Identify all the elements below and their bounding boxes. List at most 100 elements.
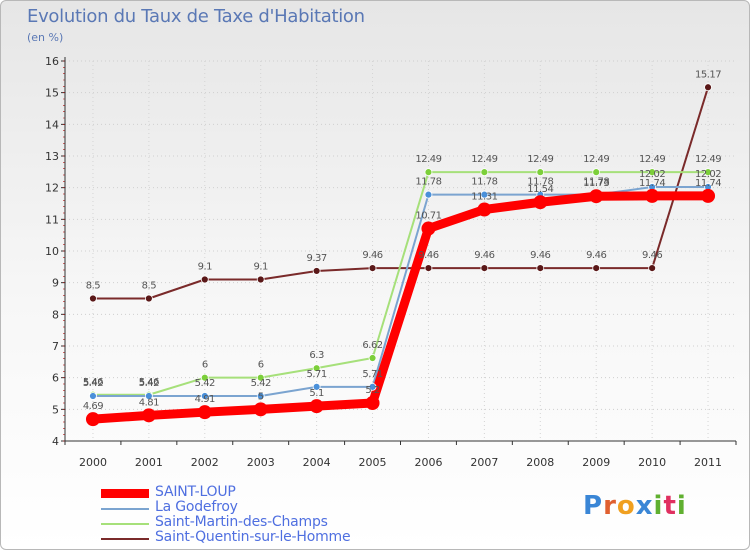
proxiti-logo: Proxiti — [583, 491, 687, 521]
data-label-2: 5.46 — [139, 377, 159, 388]
data-label-2: 6.62 — [362, 340, 382, 351]
data-label-3: 8.5 — [86, 281, 101, 292]
data-label-3: 9.46 — [530, 250, 550, 261]
data-point-2 — [256, 373, 265, 382]
logo-letter: i — [676, 491, 687, 521]
y-tick-label: 14 — [45, 118, 59, 131]
data-label-3: 9.37 — [306, 253, 326, 264]
data-point-3 — [200, 275, 209, 284]
legend-label-saint-loup: SAINT-LOUP — [155, 484, 236, 500]
data-point-0 — [309, 399, 324, 414]
data-point-3 — [592, 264, 601, 273]
data-point-3 — [704, 83, 712, 92]
data-point-2 — [368, 354, 377, 362]
logo-letter: i — [653, 491, 664, 521]
data-label-0: 11.74 — [695, 178, 721, 189]
data-point-1 — [368, 382, 377, 391]
data-point-2 — [592, 168, 601, 177]
logo-letter: t — [663, 491, 677, 521]
logo-letter: x — [635, 491, 654, 521]
legend-label-saint-quentin: Saint-Quentin-sur-le-Homme — [155, 529, 351, 545]
data-label-3: 15.17 — [695, 69, 721, 80]
data-point-1 — [256, 392, 265, 400]
data-point-3 — [144, 294, 153, 303]
y-tick-label: 7 — [52, 340, 59, 353]
data-label-0: 4.81 — [139, 397, 159, 408]
data-point-0 — [85, 412, 100, 427]
x-tick-label: 2001 — [135, 456, 163, 469]
data-point-1 — [480, 190, 489, 199]
x-tick-label: 2009 — [582, 456, 610, 469]
logo-letter: P — [583, 491, 604, 521]
data-label-1: 5.71 — [362, 369, 382, 380]
data-label-0: 11.74 — [639, 178, 665, 189]
data-point-1 — [424, 190, 433, 199]
data-label-2: 6 — [202, 360, 208, 371]
data-label-0: 10.71 — [415, 211, 441, 222]
data-point-0 — [477, 202, 492, 217]
y-tick-label: 6 — [52, 372, 59, 385]
y-tick-label: 4 — [52, 435, 59, 448]
data-point-3 — [648, 264, 657, 273]
data-label-2: 12.49 — [639, 154, 665, 165]
data-point-2 — [424, 168, 433, 177]
data-point-0 — [533, 195, 548, 210]
series-line-2 — [92, 171, 709, 396]
data-point-3 — [424, 264, 433, 273]
data-label-0: 4.91 — [195, 394, 215, 405]
data-label-2: 5.46 — [83, 377, 103, 388]
data-label-0: 11.31 — [471, 192, 497, 203]
x-tick-label: 2004 — [303, 456, 331, 469]
data-point-3 — [256, 275, 265, 284]
legend-swatch-la-godefroy — [101, 508, 149, 510]
data-point-1 — [89, 392, 97, 400]
x-tick-label: 2003 — [247, 456, 275, 469]
legend-swatch-saint-quentin — [101, 538, 149, 540]
data-label-2: 6 — [258, 360, 264, 371]
data-point-3 — [536, 264, 545, 273]
data-point-0 — [645, 188, 660, 203]
data-label-2: 6.3 — [309, 350, 324, 361]
data-label-1: 11.78 — [527, 177, 553, 188]
y-tick-label: 12 — [45, 182, 59, 195]
data-point-0 — [365, 396, 380, 410]
data-point-2 — [480, 168, 489, 177]
data-label-1: 12.02 — [695, 169, 721, 180]
y-tick-label: 5 — [52, 403, 59, 416]
legend-label-la-godefroy: La Godefroy — [155, 499, 238, 515]
data-point-2 — [312, 364, 321, 373]
data-label-3: 9.46 — [474, 250, 494, 261]
data-label-0: 4.69 — [83, 401, 103, 412]
legend-item-la-godefroy: La Godefroy — [101, 499, 401, 516]
data-label-3: 9.1 — [254, 262, 269, 273]
x-tick-label: 2010 — [638, 456, 666, 469]
data-label-3: 8.5 — [142, 281, 157, 292]
data-label-1: 11.78 — [415, 177, 441, 188]
data-point-2 — [200, 373, 209, 382]
legend-item-saint-loup: SAINT-LOUP — [101, 484, 401, 501]
legend-swatch-saint-loup — [101, 489, 149, 498]
data-point-3 — [312, 267, 321, 275]
data-label-1: 11.78 — [471, 177, 497, 188]
x-tick-label: 2007 — [470, 456, 498, 469]
data-point-2 — [704, 168, 712, 177]
data-label-3: 9.1 — [198, 262, 213, 273]
data-point-3 — [368, 264, 377, 273]
data-label-1: 5.42 — [83, 378, 103, 389]
legend-item-saint-martin: Saint-Martin-des-Champs — [101, 514, 401, 531]
x-tick-label: 2011 — [694, 456, 722, 469]
data-label-0: 5.1 — [309, 388, 324, 399]
data-point-0 — [589, 189, 604, 204]
x-tick-label: 2005 — [359, 456, 387, 469]
y-tick-label: 11 — [45, 213, 59, 226]
data-label-1: 5.71 — [306, 369, 326, 380]
data-point-1 — [144, 392, 153, 400]
data-label-1: 12.02 — [639, 169, 665, 180]
data-point-3 — [480, 264, 489, 273]
data-label-1: 5.42 — [251, 378, 271, 389]
data-label-0: 11.54 — [527, 184, 553, 195]
y-tick-label: 16 — [45, 55, 59, 68]
legend-swatch-saint-martin — [101, 523, 149, 525]
